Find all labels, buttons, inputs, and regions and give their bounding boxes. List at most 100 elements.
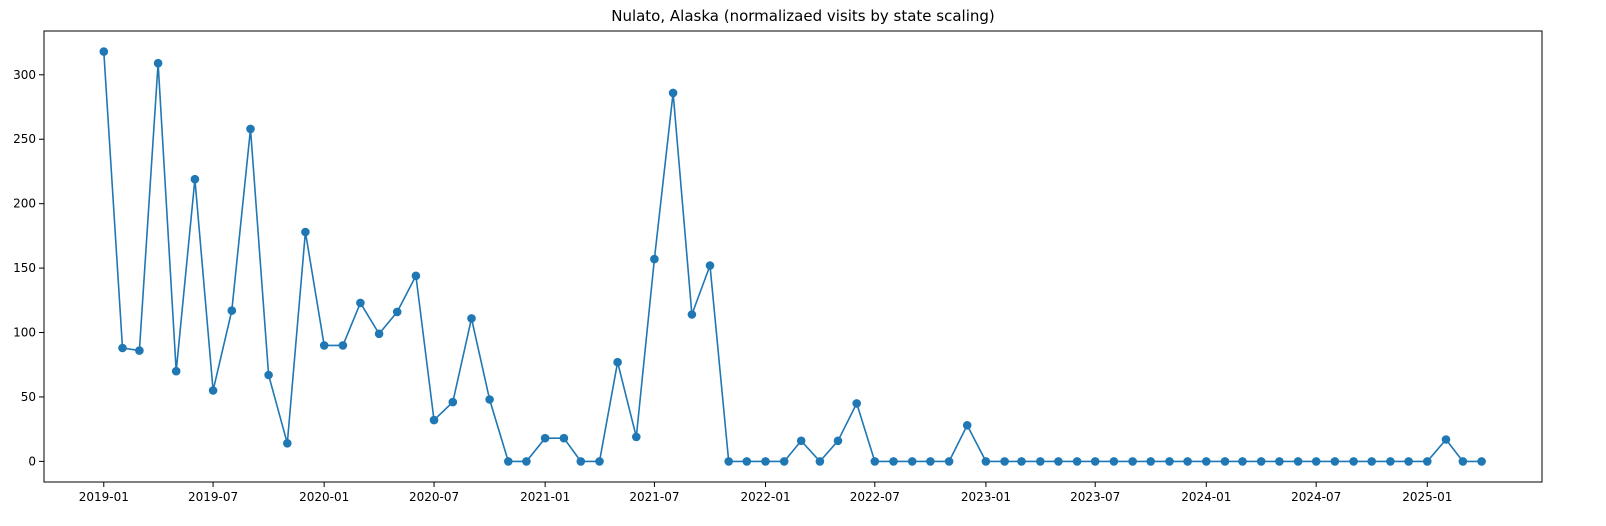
x-tick-label: 2022-01: [740, 490, 790, 504]
data-point: [1220, 457, 1230, 466]
data-point: [1238, 457, 1247, 466]
data-point: [1183, 457, 1192, 466]
data-point: [724, 457, 733, 466]
data-point: [576, 457, 586, 466]
y-tick-label: 200: [13, 197, 36, 211]
data-point: [283, 439, 292, 448]
data-point: [1054, 457, 1063, 466]
data-point: [190, 174, 200, 184]
x-tick-label: 2021-07: [629, 490, 679, 504]
data-point: [1386, 457, 1395, 466]
data-point: [632, 432, 641, 442]
data-point: [99, 47, 109, 56]
data-point: [907, 457, 917, 466]
data-point: [668, 88, 678, 98]
x-tick-label: 2024-01: [1181, 490, 1231, 504]
data-point: [1367, 457, 1376, 466]
data-point: [687, 310, 697, 319]
data-point: [171, 366, 181, 376]
data-point: [796, 436, 806, 446]
data-point: [301, 227, 310, 237]
x-tick-label: 2024-07: [1291, 490, 1341, 504]
data-point: [650, 254, 659, 264]
data-point: [208, 386, 218, 395]
data-point: [1349, 457, 1358, 466]
x-tick-label: 2020-01: [299, 490, 349, 504]
data-point: [1330, 457, 1340, 466]
data-point: [485, 395, 494, 404]
data-point: [448, 397, 458, 407]
data-point: [870, 457, 880, 466]
data-point: [319, 341, 329, 350]
data-point: [926, 457, 935, 466]
data-point: [356, 298, 365, 308]
y-tick-label: 250: [13, 132, 36, 146]
data-point: [1423, 457, 1432, 466]
y-tick-label: 150: [13, 261, 36, 275]
data-point: [1017, 457, 1026, 466]
data-point: [1090, 457, 1100, 466]
x-tick-label: 2025-01: [1402, 490, 1452, 504]
data-point: [944, 457, 954, 466]
x-tick-label: 2023-07: [1070, 490, 1120, 504]
data-point: [264, 370, 273, 380]
data-point: [981, 457, 991, 466]
data-point: [1458, 457, 1468, 466]
data-point: [889, 457, 898, 466]
data-point: [1036, 457, 1045, 466]
chart-title: Nulato, Alaska (normalizaed visits by st…: [611, 7, 995, 25]
data-point: [227, 306, 237, 315]
data-point: [392, 307, 402, 317]
data-point: [522, 457, 531, 466]
data-point: [815, 457, 825, 466]
data-point: [852, 399, 861, 408]
data-point: [467, 314, 476, 323]
data-point: [1441, 435, 1451, 444]
data-point: [1146, 457, 1155, 466]
data-point: [1477, 457, 1486, 466]
data-point: [1165, 457, 1174, 466]
data-point: [1293, 457, 1303, 466]
data-point: [779, 457, 789, 466]
data-point: [1311, 457, 1321, 466]
x-tick-label: 2021-01: [520, 490, 570, 504]
data-point: [833, 436, 843, 446]
y-tick-label: 0: [28, 454, 36, 468]
data-point: [595, 457, 604, 466]
data-point: [1404, 457, 1413, 466]
data-point: [742, 457, 752, 466]
x-tick-label: 2020-07: [409, 490, 459, 504]
x-tick-label: 2023-01: [961, 490, 1011, 504]
data-point: [1128, 457, 1137, 466]
plot-area: 0 50 100 150 200 250 300 2019-01 2019-07 2020-01 2…: [13, 47, 1486, 504]
data-point: [540, 433, 550, 443]
data-point: [153, 58, 163, 68]
data-point: [1202, 457, 1211, 466]
x-tick-label: 2019-07: [188, 490, 238, 504]
data-point: [118, 343, 127, 353]
data-point: [411, 271, 421, 281]
data-point: [374, 329, 384, 339]
data-point: [761, 457, 770, 466]
data-point: [613, 357, 622, 367]
data-point: [135, 346, 144, 355]
data-point: [559, 433, 569, 443]
x-tick-label: 2022-07: [850, 490, 900, 504]
data-point: [1000, 457, 1009, 466]
data-point: [962, 421, 972, 430]
plot-frame: [43, 30, 1543, 483]
data-point: [338, 341, 348, 350]
data-point: [1072, 457, 1082, 466]
data-point: [429, 415, 439, 425]
y-tick-label: 300: [13, 68, 36, 82]
x-tick-label: 2019-01: [79, 490, 129, 504]
data-point: [504, 457, 513, 466]
data-point: [1275, 457, 1284, 466]
series-line: [103, 51, 1482, 463]
data-point: [246, 124, 255, 134]
data-point: [1109, 457, 1119, 466]
y-tick-label: 100: [13, 326, 36, 340]
data-point: [1256, 457, 1266, 466]
y-tick-label: 50: [21, 390, 36, 404]
